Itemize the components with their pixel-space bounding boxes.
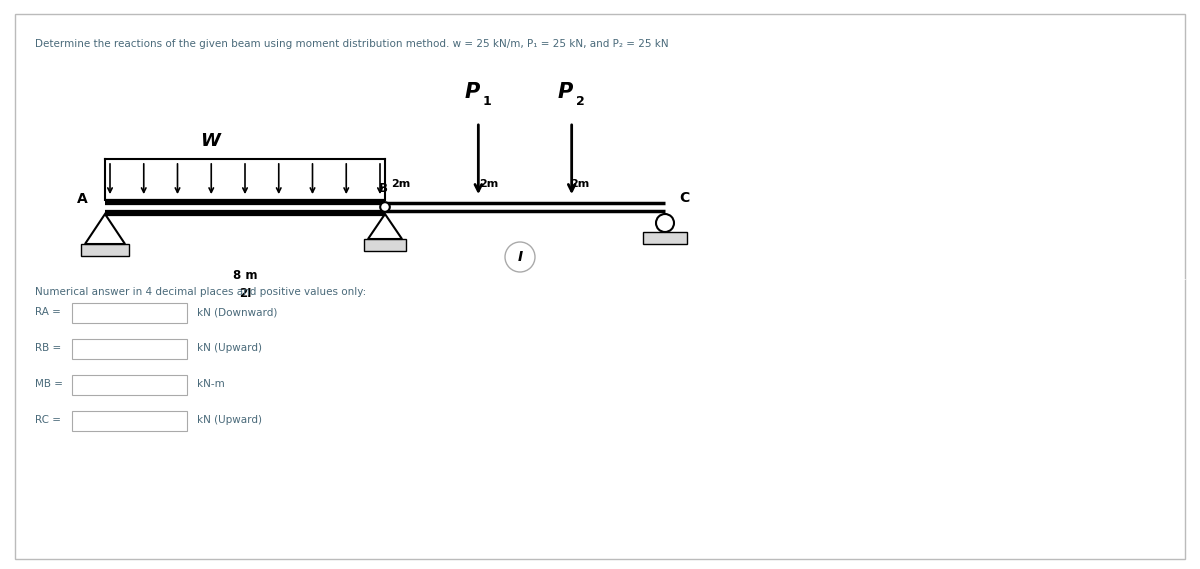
Text: 8 m: 8 m: [233, 269, 257, 282]
Text: 2: 2: [576, 95, 586, 108]
FancyBboxPatch shape: [72, 303, 187, 323]
Bar: [643, 232, 688, 244]
Text: P: P: [464, 82, 480, 102]
Text: 2m: 2m: [570, 179, 589, 189]
Text: RA =: RA =: [35, 307, 61, 317]
Text: kN (Upward): kN (Upward): [197, 343, 262, 353]
Text: B: B: [379, 182, 388, 195]
Bar: [364, 239, 406, 251]
Text: kN (Downward): kN (Downward): [197, 307, 277, 317]
Text: 2m: 2m: [391, 179, 410, 189]
Text: 2m: 2m: [479, 179, 498, 189]
Text: kN (Upward): kN (Upward): [197, 415, 262, 425]
Text: Determine the reactions of the given beam using moment distribution method. w = : Determine the reactions of the given bea…: [35, 39, 668, 49]
Text: I: I: [517, 250, 522, 264]
Bar: [82, 244, 130, 256]
Text: kN-m: kN-m: [197, 379, 224, 389]
Text: RB =: RB =: [35, 343, 61, 353]
Text: 1: 1: [482, 95, 492, 108]
Text: MB =: MB =: [35, 379, 64, 389]
Text: C: C: [679, 191, 689, 205]
FancyBboxPatch shape: [72, 375, 187, 395]
Text: Numerical answer in 4 decimal places and positive values only:: Numerical answer in 4 decimal places and…: [35, 287, 366, 297]
Text: P: P: [558, 82, 574, 102]
FancyBboxPatch shape: [72, 411, 187, 431]
Text: A: A: [77, 192, 88, 206]
Text: 2I: 2I: [239, 287, 251, 300]
Text: W: W: [200, 132, 220, 150]
Circle shape: [380, 202, 390, 212]
FancyBboxPatch shape: [72, 339, 187, 359]
Text: RC =: RC =: [35, 415, 61, 425]
